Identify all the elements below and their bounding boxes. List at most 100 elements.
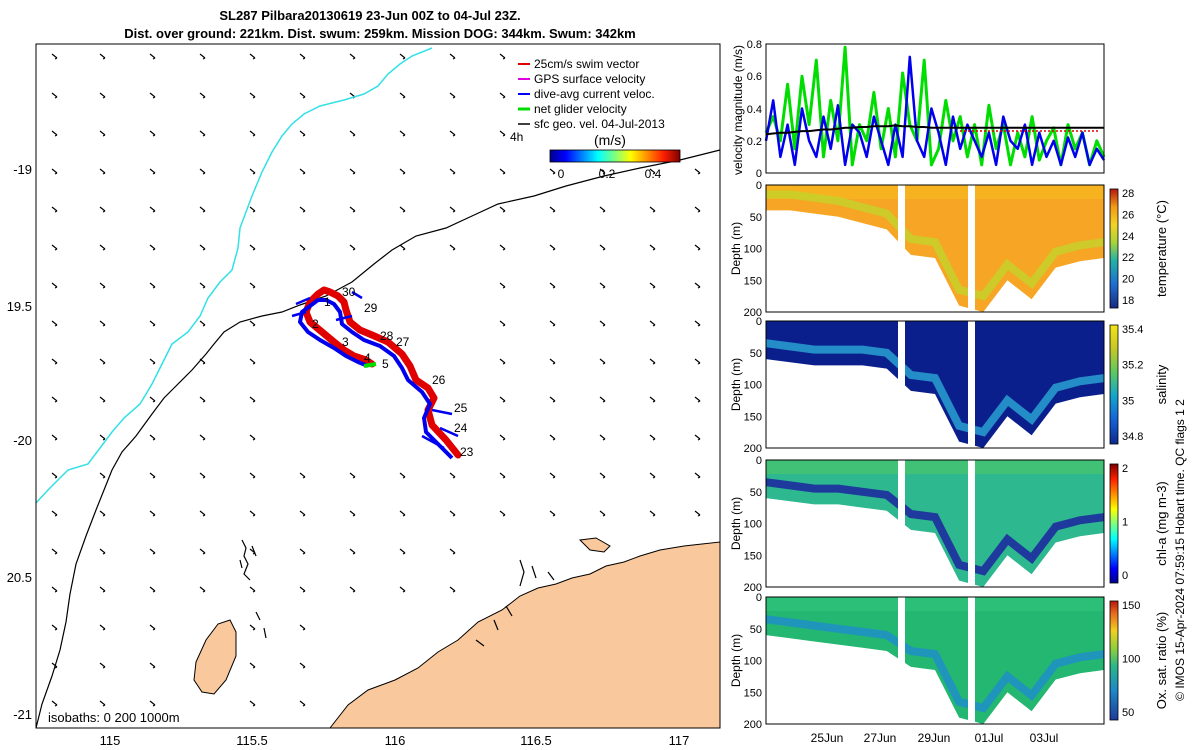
spike-3 [439, 426, 459, 438]
current-arrow-83 [99, 320, 106, 327]
oxygen-colorbar-label: Ox. sat. ratio (%) [1154, 612, 1169, 710]
current-arrow-179 [99, 700, 106, 707]
current-arrow-176 [249, 662, 256, 669]
current-arrow-71 [694, 244, 701, 251]
mainland [328, 541, 721, 729]
current-arrow-178 [51, 700, 58, 707]
current-arrow-18 [449, 92, 456, 99]
oxygen-colorbar [1109, 600, 1119, 721]
current-arrow-145 [499, 510, 506, 517]
current-arrow-50 [349, 206, 356, 213]
current-arrow-4 [249, 53, 256, 60]
current-arrow-64 [349, 244, 356, 251]
spike-2 [291, 310, 307, 318]
spike-4 [421, 434, 445, 450]
temperature-colorbar-tick-0: 18 [1122, 295, 1134, 307]
legend-sfc: sfc geo. vel. 04-Jul-2013 [534, 117, 665, 131]
current-arrow-118 [549, 434, 556, 441]
spike-5 [431, 408, 453, 416]
current-arrow-96 [249, 358, 256, 365]
current-arrow-20 [51, 130, 58, 137]
current-arrow-91 [694, 320, 701, 327]
temperature-deep-layer [766, 190, 1105, 301]
current-arrow-78 [549, 282, 556, 289]
oxygen-ylabel: Depth (m) [729, 634, 743, 687]
current-arrow-88 [549, 320, 556, 327]
current-arrow-67 [499, 244, 506, 251]
current-arrow-65 [399, 244, 406, 251]
current-arrow-38 [449, 168, 456, 175]
current-arrow-113 [99, 434, 106, 441]
map-ytick-20: -20 [13, 433, 32, 448]
current-arrow-29 [499, 130, 506, 137]
vel-ytick-0.6: 0.6 [747, 71, 762, 83]
temperature-colorbar-label: temperature (°C) [1154, 200, 1169, 297]
current-arrow-70 [649, 244, 656, 251]
chla-ytick-3: 150 [744, 550, 762, 562]
temperature-colorbar-tick-5: 28 [1122, 188, 1134, 200]
current-arrow-57 [694, 206, 701, 213]
temperature-ytick-3: 150 [744, 275, 762, 287]
chla-deep-layer [765, 478, 1105, 576]
current-arrow-124 [149, 472, 156, 479]
oxygen-data-gap-1 [968, 597, 975, 724]
map-xtick-117: 117 [669, 733, 690, 748]
map-colorbar: 0 0.2 0.4 [549, 149, 681, 181]
current-arrow-130 [449, 472, 456, 479]
map-xtick-116: 116 [385, 733, 406, 748]
oxygen-panel: 0 50 100 150 200 Depth (m) 50 100 150 Ox. sat. ra… [729, 592, 1169, 731]
current-arrow-114 [149, 434, 156, 441]
salinity-panel: 0 50 100 150 200 Depth (m) 34.8 35 35.2 35.4 salin… [729, 316, 1169, 455]
current-arrow-109 [599, 396, 606, 403]
copyright-side-label: © IMOS 15-Apr-2024 07:59:15 Hobart time.… [1173, 399, 1187, 701]
current-arrow-9 [499, 53, 506, 60]
map-colorbar-ticks: 0 0.2 0.4 [558, 167, 662, 181]
current-arrow-136 [51, 510, 58, 517]
current-arrow-106 [249, 396, 256, 403]
current-arrow-168 [51, 624, 58, 631]
current-arrow-111 [694, 396, 701, 403]
map-frame [35, 43, 721, 729]
current-arrow-94 [149, 358, 156, 365]
isobath-200m [35, 149, 721, 729]
current-arrow-159 [51, 586, 58, 593]
current-arrow-175 [149, 662, 156, 669]
temperature-ytick-0: 0 [756, 180, 762, 192]
current-arrow-142 [349, 510, 356, 517]
current-arrow-7 [399, 53, 406, 60]
track-blue-spikes [291, 290, 459, 450]
chla-colorbar-label: chl-a (mg m-3) [1154, 481, 1169, 566]
spike-1 [295, 296, 311, 306]
current-arrow-21 [99, 130, 106, 137]
current-arrow-166 [399, 586, 406, 593]
current-arrow-102 [51, 396, 58, 403]
current-arrow-121 [694, 434, 701, 441]
salinity-ylabel: Depth (m) [729, 358, 743, 411]
day-label-3: 3 [342, 335, 349, 349]
current-arrow-180 [149, 700, 156, 707]
oxygen-colorbar-tick-2: 150 [1122, 600, 1140, 612]
current-arrow-163 [249, 586, 256, 593]
current-arrow-54 [549, 206, 556, 213]
current-arrow-28 [449, 130, 456, 137]
current-arrow-155 [299, 548, 306, 555]
current-arrow-131 [499, 472, 506, 479]
current-arrow-76 [249, 282, 256, 289]
current-arrow-115 [199, 434, 206, 441]
colorbar-tick-2: 0.4 [645, 167, 662, 181]
chla-panel: 0 50 100 150 200 Depth (m) 0 1 2 chl-a (mg m-3) [729, 455, 1169, 594]
chla-surface-layer [766, 460, 1104, 474]
chart-title-line1: SL287 Pilbara20130619 23-Jun 00Z to 04-J… [219, 8, 521, 23]
oxygen-frame [765, 596, 1105, 725]
current-arrow-149 [694, 510, 701, 517]
current-arrow-72 [51, 282, 58, 289]
current-arrow-181 [249, 700, 256, 707]
current-arrow-108 [549, 396, 556, 403]
salinity-ytick-1: 50 [750, 348, 762, 360]
chart-title-line2: Dist. over ground: 221km. Dist. swum: 25… [124, 26, 636, 41]
oxygen-colorbar-tick-0: 50 [1122, 707, 1134, 719]
current-arrow-48 [249, 206, 256, 213]
map-panel: 30 1 29 2 28 3 27 4 5 26 25 24 23 25cm/s… [7, 43, 721, 748]
temperature-data-gap-1 [968, 185, 975, 312]
